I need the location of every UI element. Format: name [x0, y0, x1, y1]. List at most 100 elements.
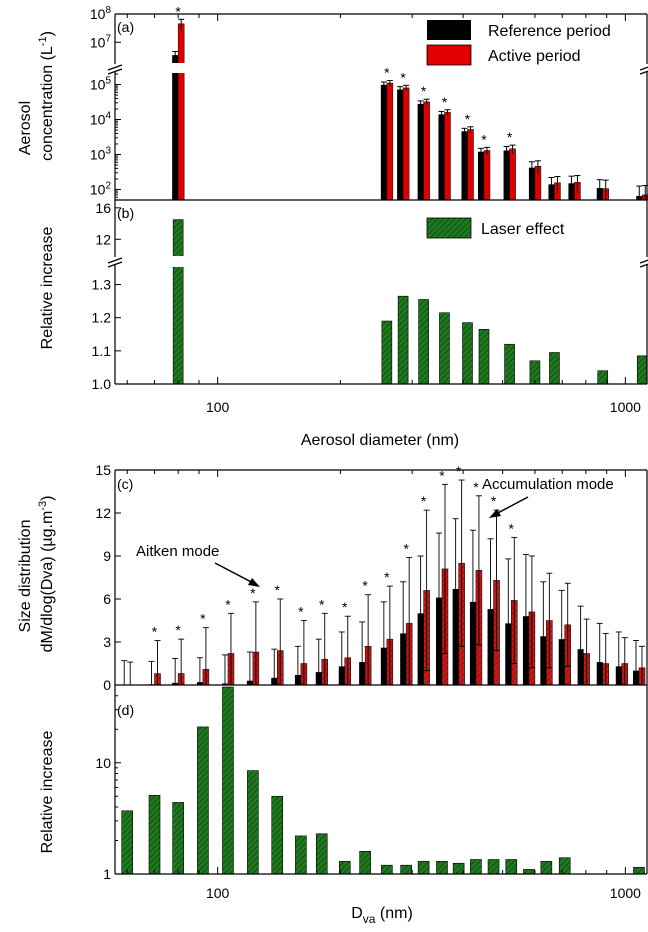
bar-a-active-1 — [386, 82, 394, 201]
ytick-label-b-lower-1.0: 1.0 — [92, 376, 112, 392]
y-axis-label-a-close: ) — [39, 31, 56, 36]
axis-cd-xtick-label-1000: 1000 — [610, 885, 641, 901]
annotation-aitken-arrowhead — [248, 578, 260, 587]
significance-star-c-16: * — [473, 479, 479, 495]
significance-star-a-2: * — [400, 69, 406, 85]
bar-a-reference-0 — [172, 55, 179, 200]
panel-label-a: (a) — [117, 19, 134, 35]
significance-star-c-15: * — [456, 463, 462, 479]
y-axis-label-a-line1: Aerosol — [17, 101, 34, 155]
significance-star-a-5: * — [465, 111, 471, 127]
bar-a-reference-6 — [477, 151, 484, 200]
significance-star-c-18: * — [509, 520, 515, 536]
ytick-label-b-lower-1.2: 1.2 — [92, 310, 112, 326]
annotation-accumulation-arrowhead — [489, 509, 501, 518]
y-axis-label-c-close: ) — [39, 496, 56, 501]
annotation-accumulation-mode: Accumulation mode — [482, 476, 614, 493]
bar-a-active-5 — [467, 129, 474, 201]
significance-star-c-10: * — [362, 578, 368, 594]
bar-a-reference-2 — [397, 89, 404, 200]
ytick-label-a-lower-2-base: 10 — [90, 181, 106, 197]
ytick-label-a-lower-3-exp: 3 — [105, 145, 111, 156]
bar-d-laser-8 — [315, 833, 328, 875]
bar-b-laser-5 — [462, 322, 473, 385]
legend-b: Laser effect — [426, 217, 565, 239]
bar-b-laser-0 — [172, 219, 184, 385]
axis-break-b-l1-1 — [639, 259, 648, 264]
y-axis-label-c-text: dM/dlog(Dva) (µg.m — [39, 511, 56, 653]
legend-top: Reference period Active period — [426, 20, 611, 66]
ytick-label-a-upper-8-exp: 8 — [105, 5, 111, 16]
ytick-label-c-9: 9 — [103, 548, 111, 564]
bars-layer: * * * * * * * * * * * * * * * * * * * * * * * * * * — [121, 3, 648, 875]
ytick-label-a-lower-2-exp: 2 — [105, 180, 111, 191]
ytick-label-c-15: 15 — [95, 462, 111, 478]
ytick-label-a-upper-7: 107 — [90, 33, 112, 50]
bar-d-laser-14 — [436, 861, 448, 875]
bar-d-laser-16 — [470, 859, 482, 875]
ytick-label-a-lower-4-exp: 4 — [105, 111, 111, 122]
bar-b-laser-9 — [549, 352, 560, 385]
bar-d-laser-6 — [271, 795, 284, 875]
axis-break-b-l2-1 — [639, 263, 648, 268]
ytick-label-a-upper-7-base: 10 — [90, 34, 106, 50]
bar-a-active-3 — [423, 101, 430, 201]
annotation-aitken-mode: Aitken mode — [136, 543, 219, 560]
bar-d-laser-9 — [338, 861, 351, 875]
axis-break-b-l2-0 — [107, 261, 123, 268]
bar-d-laser-21 — [558, 857, 571, 875]
bar-b-laser-12 — [636, 355, 648, 385]
ytick-label-a-upper-8: 108 — [90, 5, 112, 22]
bar-b-laser-4 — [439, 312, 450, 385]
bar-a-active-2 — [402, 87, 410, 201]
x-axis-label-bottom-unit: (nm) — [375, 905, 412, 922]
ytick-label-a-upper-8-base: 10 — [90, 6, 106, 22]
legend-label-active: Active period — [488, 48, 581, 65]
significance-star-c-14: * — [439, 467, 445, 483]
significance-star-a-3: * — [421, 83, 427, 99]
bar-d-laser-10 — [359, 850, 371, 875]
bar-b-laser-3 — [418, 299, 429, 385]
axis-ab-xtick-label-1000: 1000 — [610, 399, 641, 415]
legend-label-reference: Reference period — [488, 23, 611, 40]
bar-b-laser-1 — [381, 320, 393, 385]
bar-a-active-6 — [483, 150, 491, 201]
significance-star-c-12: * — [403, 540, 409, 556]
bar-a-reference-8 — [528, 167, 535, 200]
panel-label-c: (c) — [117, 476, 133, 492]
significance-star-a-4: * — [442, 94, 448, 110]
bar-b-laser-6 — [478, 329, 490, 385]
bar-a-reference-4 — [438, 114, 445, 200]
bar-d-laser-25 — [633, 866, 645, 875]
significance-star-a-6: * — [481, 131, 487, 147]
bar-a-active-7 — [509, 148, 516, 201]
y-axis-label-a-text: concentration (L — [39, 46, 56, 161]
annotation-aitken-arrow — [214, 562, 256, 585]
significance-star-c-6: * — [275, 582, 281, 598]
bar-a-reference-7 — [503, 150, 510, 200]
bar-d-laser-5 — [247, 770, 259, 875]
significance-star-a-0: * — [175, 3, 181, 19]
bar-d-laser-7 — [295, 835, 307, 875]
significance-star-c-5: * — [250, 585, 256, 601]
significance-star-c-4: * — [225, 596, 231, 612]
significance-star-a-1: * — [384, 65, 390, 81]
axis-break-a-l1-0 — [107, 64, 123, 71]
bar-d-laser-0 — [121, 810, 134, 875]
significance-star-a-7: * — [507, 129, 513, 145]
ytick-label-c-6: 6 — [103, 591, 111, 607]
bar-d-laser-17 — [487, 859, 500, 875]
bar-d-laser-2 — [172, 802, 184, 875]
axis-ab-xtick-label-100: 100 — [206, 399, 230, 415]
axis-break-gap-a — [170, 63, 187, 73]
bar-d-laser-4 — [222, 686, 234, 875]
legend-swatch-laser — [426, 217, 472, 239]
bar-d-laser-11 — [381, 864, 393, 875]
bar-a-active-4 — [444, 112, 451, 201]
annotation-accumulation-arrow — [493, 496, 529, 516]
axis-break-a-l2-1 — [639, 70, 648, 75]
bar-b-laser-2 — [397, 295, 409, 385]
significance-star-c-3: * — [200, 611, 206, 627]
ytick-label-c-0: 0 — [103, 677, 111, 693]
